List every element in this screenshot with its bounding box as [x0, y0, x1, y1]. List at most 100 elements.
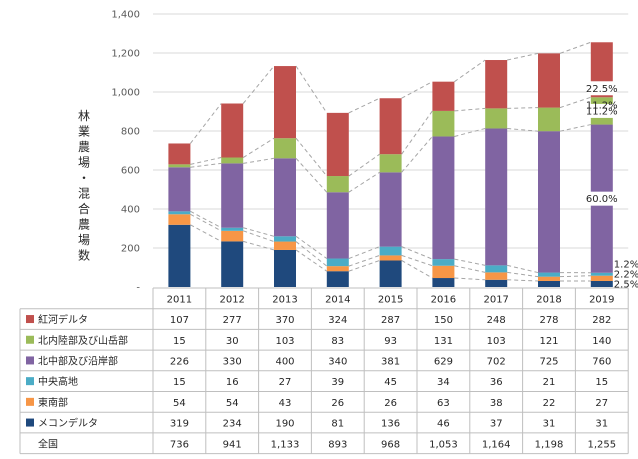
bar-segment — [274, 236, 296, 241]
legend-label: メコンデルタ — [38, 417, 98, 430]
data-label: 38 — [490, 398, 503, 409]
data-label: 103 — [275, 336, 294, 347]
data-label: 282 — [592, 315, 611, 326]
bar-segment — [485, 108, 507, 128]
connector-line — [349, 255, 380, 266]
y-axis-label-char: ・ — [78, 171, 90, 185]
y-tick-label: 600 — [121, 166, 140, 177]
bar-segment — [274, 66, 296, 138]
data-label: 103 — [487, 336, 506, 347]
data-label: 21 — [543, 377, 556, 388]
total-label: 1,053 — [429, 439, 458, 450]
connector-line — [296, 242, 327, 267]
data-label: 150 — [434, 315, 453, 326]
connector-line — [349, 154, 380, 176]
bar-segment — [327, 176, 349, 192]
connector-line — [402, 247, 433, 259]
data-label: 27 — [595, 398, 608, 409]
bar-segment — [485, 280, 507, 287]
connector-line — [507, 280, 538, 281]
legend-swatch — [26, 315, 34, 323]
data-label: 340 — [328, 356, 347, 367]
bar-segment — [591, 276, 613, 281]
connector-line — [402, 111, 433, 154]
connector-line — [507, 108, 538, 109]
legend-label: 紅河デルタ — [38, 313, 88, 326]
legend-swatch — [26, 356, 34, 364]
data-label: 400 — [275, 356, 294, 367]
bar-segment — [274, 158, 296, 236]
bar-segment — [538, 273, 560, 277]
data-label: 702 — [487, 356, 506, 367]
total-label: 1,133 — [271, 439, 300, 450]
data-label: 324 — [328, 315, 347, 326]
connector-line — [296, 158, 327, 192]
legend-label: 東南部 — [38, 396, 68, 409]
data-label: 277 — [223, 315, 242, 326]
data-label: 45 — [384, 377, 397, 388]
connector-line — [190, 225, 221, 242]
connector-line — [454, 60, 485, 82]
x-tick-label: 2019 — [589, 294, 614, 305]
connector-line — [402, 260, 433, 278]
data-label: 15 — [595, 377, 608, 388]
annotation-label: 2.5% — [614, 280, 638, 291]
bar-segment — [380, 98, 402, 154]
connector-line — [560, 42, 591, 53]
x-tick-label: 2018 — [536, 294, 561, 305]
legend-swatch — [26, 377, 34, 385]
x-tick-label: 2014 — [325, 294, 350, 305]
data-label: 330 — [223, 356, 242, 367]
bar-segment — [168, 211, 190, 214]
total-label: 941 — [223, 439, 242, 450]
data-label: 190 — [275, 419, 294, 430]
data-label: 140 — [592, 336, 611, 347]
legend-label: 中央高地 — [38, 375, 78, 388]
x-tick-label: 2013 — [272, 294, 297, 305]
y-axis-label-char: 合 — [78, 201, 90, 216]
total-label: 1,198 — [535, 439, 564, 450]
y-tick-label: - — [136, 283, 140, 294]
data-label: 381 — [381, 356, 400, 367]
data-label: 121 — [539, 336, 558, 347]
bar-segment — [168, 225, 190, 287]
bar-segment — [380, 154, 402, 172]
data-label: 370 — [275, 315, 294, 326]
total-label: 968 — [381, 439, 400, 450]
connector-line — [560, 125, 591, 132]
y-axis-label-char: 農 — [78, 218, 90, 232]
bar-segment — [327, 192, 349, 258]
data-label: 54 — [173, 398, 186, 409]
connector-line — [454, 108, 485, 111]
connector-line — [243, 66, 274, 103]
y-tick-label: 1,000 — [111, 88, 140, 99]
connector-line — [454, 128, 485, 136]
connector-line — [296, 66, 327, 113]
connector-line — [454, 266, 485, 273]
connector-line — [243, 228, 274, 237]
data-label: 319 — [170, 419, 189, 430]
connector-line — [243, 241, 274, 250]
bar-segment — [432, 136, 454, 259]
bar-segment — [485, 265, 507, 272]
bar-segment — [538, 108, 560, 132]
connector-line — [349, 98, 380, 113]
bar-segment — [432, 266, 454, 278]
bar-segment — [538, 277, 560, 281]
bar-segment — [168, 167, 190, 211]
legend-swatch — [26, 336, 34, 344]
x-tick-label: 2011 — [167, 294, 192, 305]
data-label: 81 — [331, 419, 344, 430]
x-tick-label: 2017 — [483, 294, 508, 305]
legend-label: 北内陸部及び山岳部 — [38, 334, 128, 347]
data-label: 36 — [490, 377, 503, 388]
connector-line — [402, 82, 433, 99]
connector-line — [454, 259, 485, 265]
connector-line — [243, 138, 274, 157]
x-tick-label: 2015 — [378, 294, 403, 305]
bars — [168, 42, 612, 287]
data-label: 31 — [543, 419, 556, 430]
